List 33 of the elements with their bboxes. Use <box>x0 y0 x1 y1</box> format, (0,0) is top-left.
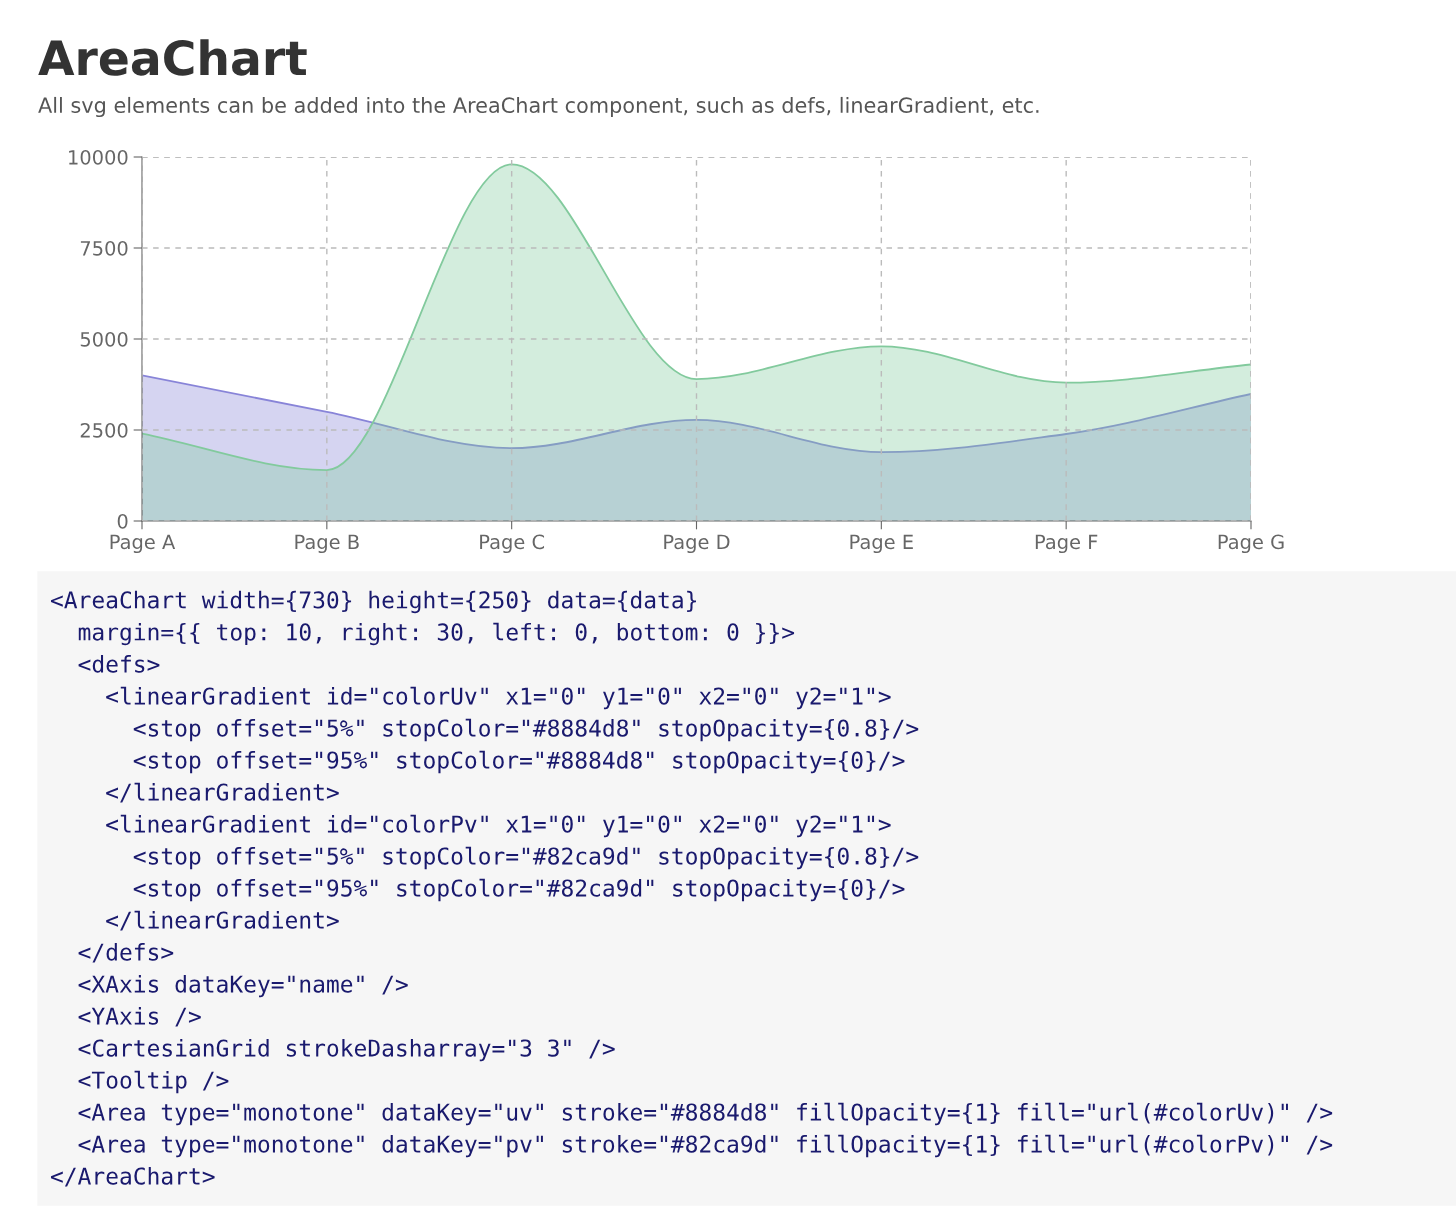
x-tick-label: Page G <box>1218 534 1284 554</box>
text: <stop offset="5%" stopColor="#8884d8" stopOpacity={0.8}/> <box>133 718 919 742</box>
text: <stop offset="5%" stopColor="#82ca9d" stopOpacity={0.8}/> <box>133 846 919 870</box>
y-tick-label: 0 <box>117 513 128 529</box>
y-tick-label: 2500 <box>80 422 128 438</box>
text: </defs> <box>78 942 174 963</box>
text: <Tooltip /> <box>78 1070 229 1094</box>
chart-subtitle: All svg elements can be added into the AreaChart component, such as defs, linearGradient, etc. <box>38 96 1039 118</box>
y-tick-label: 7500 <box>80 240 128 256</box>
text: <stop offset="95%" stopColor="#82ca9d" stopOpacity={0}/> <box>133 878 905 902</box>
text: </linearGradient> <box>106 782 339 803</box>
text: </linearGradient> <box>106 910 339 931</box>
text: <linearGradient id="colorUv" x1="0" y1="0" x2="0" y2="1"> <box>106 686 891 710</box>
x-tick-label: Page A <box>110 534 176 554</box>
text: <stop offset="95%" stopColor="#8884d8" stopOpacity={0}/> <box>133 750 905 774</box>
x-tick-label: Page F <box>1035 534 1098 554</box>
text: <XAxis dataKey="name" /> <box>78 974 408 998</box>
y-tick-label: 5000 <box>80 331 128 347</box>
x-tick-label: Page E <box>850 534 913 554</box>
text: margin={{ top: 10, right: 30, left: 0, bottom: 0 }}> <box>78 622 795 646</box>
x-tick-label: Page B <box>295 534 359 554</box>
text: <linearGradient id="colorPv" x1="0" y1="0" x2="0" y2="1"> <box>106 814 891 838</box>
text: <YAxis /> <box>78 1006 201 1027</box>
text: <Area type="monotone" dataKey="uv" stroke="#8884d8" fillOpacity={1} fill="url(#colorUv)" /> <box>78 1102 1333 1126</box>
text: <Area type="monotone" dataKey="pv" stroke="#82ca9d" fillOpacity={1} fill="url(#colorPv)" /> <box>78 1134 1333 1158</box>
x-tick-label: Page C <box>480 534 545 554</box>
x-tick-label: Page D <box>664 534 730 554</box>
text: <AreaChart width={730} height={250} data={data} <box>50 590 696 614</box>
text: </AreaChart> <box>50 1166 215 1187</box>
y-tick-label: 10000 <box>69 149 128 165</box>
text: <defs> <box>78 654 160 673</box>
text: <CartesianGrid strokeDasharray="3 3" /> <box>78 1038 615 1062</box>
chart-title: AreaChart <box>38 39 307 76</box>
